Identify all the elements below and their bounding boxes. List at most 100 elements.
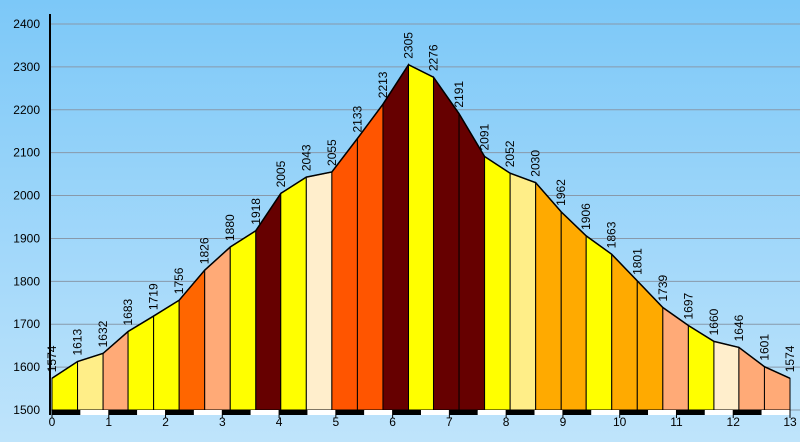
y-tick-label: 1500 (13, 403, 40, 417)
y-tick-label: 1700 (13, 317, 40, 331)
axis-stripe (562, 410, 592, 415)
x-tick-label: 5 (333, 415, 340, 429)
segment-fill (535, 181, 562, 411)
axis-stripe (279, 410, 308, 415)
data-label: 1613 (71, 329, 85, 356)
profile-line (51, 63, 791, 379)
segment-fill (127, 315, 155, 411)
axis-stripe (307, 410, 336, 415)
segment-fill (229, 229, 257, 411)
x-tick-label: 1 (105, 415, 112, 429)
x-tick-label: 4 (276, 415, 283, 429)
segment-fill (585, 234, 613, 411)
data-label: 1863 (605, 221, 619, 248)
axis-stripe (506, 410, 535, 415)
y-tick-label: 2400 (13, 17, 40, 31)
segment-fill (280, 176, 307, 411)
segment-fill (77, 352, 104, 411)
axis-stripe (421, 410, 450, 415)
segment-fill (560, 210, 587, 411)
axis-stripe (335, 410, 365, 415)
data-label: 2055 (325, 139, 339, 166)
axis-stripe (534, 410, 563, 415)
x-tick-label: 6 (389, 415, 396, 429)
data-label: 2213 (376, 71, 390, 98)
axis-stripe (80, 410, 109, 415)
data-label: 2191 (452, 81, 466, 108)
data-label: 1826 (198, 237, 212, 264)
axis-stripe (704, 410, 734, 415)
data-label: 2030 (529, 150, 543, 177)
data-label: 2005 (274, 160, 288, 187)
y-tick-label: 1800 (13, 274, 40, 288)
x-tick-label: 12 (727, 415, 741, 429)
axis-stripe (222, 410, 251, 415)
axis-stripe (250, 410, 280, 415)
data-label: 1632 (96, 320, 110, 347)
x-tick-label: 8 (503, 415, 510, 429)
axis-stripe (676, 410, 705, 415)
axis-stripe (619, 410, 649, 415)
y-tick-label: 1900 (13, 231, 40, 245)
data-label: 1962 (554, 179, 568, 206)
y-tick-label: 2200 (13, 103, 40, 117)
data-label: 1880 (223, 214, 237, 241)
data-label: 1646 (732, 314, 746, 341)
segment-fill (484, 155, 511, 411)
x-tick-label: 10 (613, 415, 627, 429)
data-label: 1801 (630, 248, 644, 275)
data-label: 2052 (503, 140, 517, 167)
data-label: 1756 (172, 267, 186, 294)
segment-fill (305, 171, 333, 411)
segment-fill (356, 102, 384, 411)
axis-stripe (449, 410, 478, 415)
segment-fill (432, 75, 460, 411)
y-tick-label: 2300 (13, 60, 40, 74)
data-label: 1683 (121, 298, 135, 325)
x-tick-label: 3 (219, 415, 226, 429)
data-label: 2091 (478, 124, 492, 151)
data-label: 2276 (426, 44, 440, 71)
x-tick-label: 13 (783, 415, 797, 429)
axis-stripe (364, 410, 393, 415)
data-label: 2133 (350, 105, 364, 132)
axis-stripe (52, 410, 81, 415)
x-tick-label: 9 (560, 415, 567, 429)
data-label: 1719 (147, 283, 161, 310)
segment-fill (713, 340, 740, 411)
data-label: 2043 (299, 144, 313, 171)
axis-stripe (392, 410, 421, 415)
y-tick-label: 1600 (13, 360, 40, 374)
segment-fill (509, 172, 537, 411)
axis-stripe (761, 410, 790, 415)
data-label: 1739 (656, 274, 670, 301)
axis-stripe (165, 410, 194, 415)
y-tick-label: 2000 (13, 189, 40, 203)
data-label: 1601 (757, 334, 771, 361)
axis-stripe (137, 410, 166, 415)
data-label: 1574 (45, 345, 59, 372)
axis-stripe (591, 410, 620, 415)
axis-stripe (477, 410, 507, 415)
segment-fill (382, 63, 410, 411)
segment-fill (153, 299, 180, 411)
axis-stripe (648, 410, 677, 415)
axis-stripe (193, 410, 223, 415)
x-tick-label: 2 (162, 415, 169, 429)
x-tick-label: 0 (49, 415, 56, 429)
data-label: 1660 (707, 308, 721, 335)
data-label: 1697 (681, 292, 695, 319)
x-tick-label: 11 (670, 415, 683, 429)
segment-fill (408, 63, 434, 411)
segment-fill (458, 111, 486, 411)
axis-stripe (108, 410, 138, 415)
x-tick-label: 7 (446, 415, 453, 429)
data-label: 2305 (402, 32, 416, 59)
data-label: 1574 (783, 345, 797, 372)
data-label: 1918 (249, 198, 263, 225)
data-label: 1906 (579, 203, 593, 230)
segment-fill (204, 245, 231, 411)
segment-fill (331, 137, 358, 411)
axis-stripe (733, 410, 762, 415)
